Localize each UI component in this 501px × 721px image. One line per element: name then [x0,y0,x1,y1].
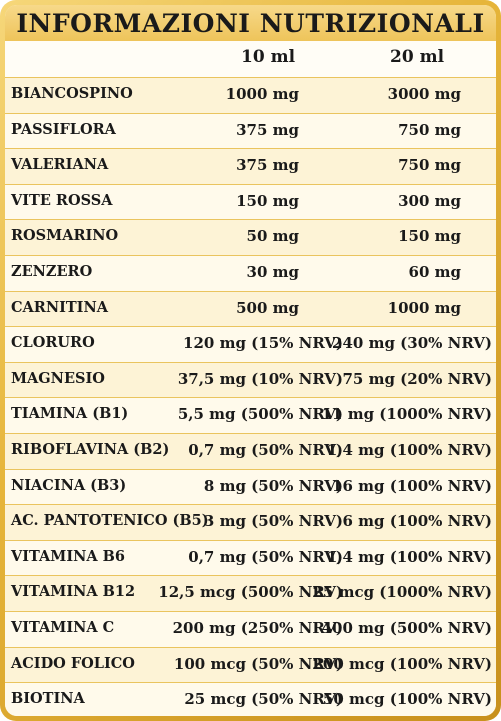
table-row: VITAMINA C 200 mg (250% NRV) 400 mg (500% … [5,610,496,647]
nutrient-name: VITE ROSSA [11,191,113,209]
value-20ml: 240 mg (30% NRV) [332,334,492,353]
value-10ml: 5,5 mg (500% NRV) [177,405,343,424]
nutrient-name: BIANCOSPINO [11,85,133,102]
table-row: CARNITINA 500 mg 1000 mg [5,290,496,327]
value-10ml: 150 mg [236,191,299,210]
nutrient-name: VALERIANA [11,156,109,174]
nutrient-name: PASSIFLORA [11,120,116,138]
value-20ml: 400 mg (500% NRV) [321,618,492,637]
value-20ml: 300 mg [398,191,461,210]
value-10ml: 0,7 mg (50% NRV) [188,440,343,459]
nutrient-name: CARNITINA [11,298,108,316]
table-row: VALERIANA 375 mg 750 mg [5,148,496,184]
table-row: BIOTINA 25 mcg (50% NRV) 50 mcg (100% NRV) [5,682,496,716]
value-10ml: 120 mg (15% NRV) [183,334,343,353]
value-10ml: 3 mg (50% NRV) [203,512,343,531]
nutrient-name: VITAMINA B12 [11,583,136,601]
table-row: PASSIFLORA 375 mg 750 mg [5,112,496,149]
value-10ml: 375 mg [236,120,299,139]
value-20ml: 6 mg (100% NRV) [342,512,492,531]
value-20ml: 3000 mg [387,85,461,103]
column-header-row: 10 ml 20 ml [5,41,496,77]
nutrition-table-body: BIANCOSPINO 1000 mg 3000 mg PASSIFLORA 375 m… [5,77,496,716]
value-20ml: 1000 mg [387,298,461,317]
nutrient-name: RIBOFLAVINA (B2) [11,440,170,458]
value-10ml: 8 mg (50% NRV) [203,476,343,495]
value-20ml: 750 mg [398,120,461,139]
value-20ml: 11 mg (1000% NRV) [321,405,492,424]
value-20ml: 60 mg [408,262,461,281]
value-10ml: 500 mg [236,298,299,317]
value-10ml: 1000 mg [225,85,299,103]
nutrient-name: MAGNESIO [11,369,105,387]
value-20ml: 1,4 mg (100% NRV) [326,440,492,459]
table-row: ACIDO FOLICO 100 mcg (50% NRV) 200 mcg (10… [5,646,496,683]
value-10ml: 25 mcg (50% NRV) [184,690,343,709]
title-bar: INFORMAZIONI NUTRIZIONALI [5,5,496,41]
value-10ml: 200 mg (250% NRV) [172,618,343,637]
value-20ml: 200 mcg (100% NRV) [312,654,492,673]
nutrient-name: ROSMARINO [11,227,119,245]
column-header-10ml: 10 ml [241,47,296,67]
table-row: ROSMARINO 50 mg 150 mg [5,219,496,255]
table-row: BIANCOSPINO 1000 mg 3000 mg [5,77,496,113]
value-10ml: 30 mg [246,262,299,281]
table-row: NIACINA (B3) 8 mg (50% NRV) 16 mg (100% NR… [5,468,496,505]
nutrient-name: CLORURO [11,334,95,352]
value-10ml: 37,5 mg (10% NRV) [177,369,343,388]
table-row: ZENZERO 30 mg 60 mg [5,254,496,291]
value-20ml: 16 mg (100% NRV) [332,476,492,495]
nutrient-name: BIOTINA [11,690,85,708]
table-row: CLORURO 120 mg (15% NRV) 240 mg (30% NRV) [5,326,496,362]
table-row: VITAMINA B12 12,5 mcg (500% NRV) 25 mcg (1… [5,575,496,611]
nutrient-name: NIACINA (B3) [11,476,127,494]
value-10ml: 100 mcg (50% NRV) [173,654,343,673]
value-20ml: 50 mcg (100% NRV) [322,690,492,709]
table-row: RIBOFLAVINA (B2) 0,7 mg (50% NRV) 1,4 mg (… [5,432,496,469]
page-title: INFORMAZIONI NUTRIZIONALI [16,8,485,38]
value-20ml: 1,4 mg (100% NRV) [326,547,492,566]
value-10ml: 375 mg [236,156,299,175]
value-20ml: 75 mg (20% NRV) [342,369,492,388]
value-20ml: 150 mg [398,227,461,246]
nutrient-name: ACIDO FOLICO [11,654,135,672]
table-row: MAGNESIO 37,5 mg (10% NRV) 75 mg (20% NRV) [5,361,496,398]
table-row: VITAMINA B6 0,7 mg (50% NRV) 1,4 mg (100% … [5,539,496,576]
table-row: AC. PANTOTENICO (B5) 3 mg (50% NRV) 6 mg (… [5,504,496,540]
value-20ml: 25 mcg (1000% NRV) [312,583,492,602]
nutrient-name: TIAMINA (B1) [11,405,129,423]
table-row: VITE ROSSA 150 mg 300 mg [5,183,496,220]
nutrition-panel: INFORMAZIONI NUTRIZIONALI 10 ml 20 ml BI… [5,5,496,716]
nutrient-name: ZENZERO [11,262,93,280]
nutrient-name: VITAMINA B6 [11,547,126,565]
value-10ml: 12,5 mcg (500% NRV) [158,583,343,602]
column-header-20ml: 20 ml [390,47,445,67]
value-10ml: 50 mg [246,227,299,246]
table-row: TIAMINA (B1) 5,5 mg (500% NRV) 11 mg (1000… [5,397,496,433]
value-20ml: 750 mg [398,156,461,175]
nutrient-name: AC. PANTOTENICO (B5) [11,512,209,530]
value-10ml: 0,7 mg (50% NRV) [188,547,343,566]
nutrient-name: VITAMINA C [11,618,115,636]
